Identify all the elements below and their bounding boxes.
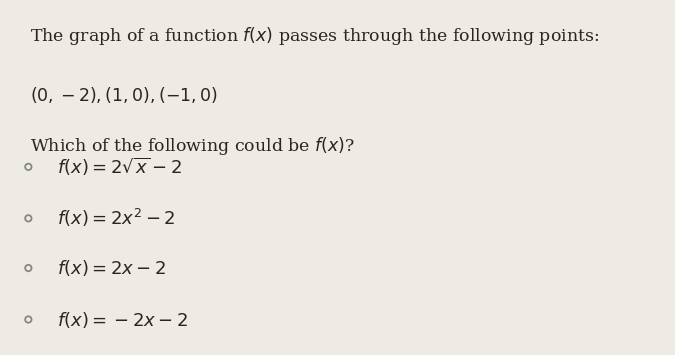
Text: $f(x) = 2x^2 - 2$: $f(x) = 2x^2 - 2$	[57, 207, 176, 229]
Text: $(0, -2), (1, 0), (-1, 0)$: $(0, -2), (1, 0), (-1, 0)$	[30, 85, 218, 105]
Text: Which of the following could be $f(x)$?: Which of the following could be $f(x)$?	[30, 135, 356, 157]
Text: $f(x) = 2\sqrt{x} - 2$: $f(x) = 2\sqrt{x} - 2$	[57, 156, 182, 178]
Text: $f(x) = -2x - 2$: $f(x) = -2x - 2$	[57, 310, 188, 329]
Text: $f(x) = 2x - 2$: $f(x) = 2x - 2$	[57, 258, 167, 278]
Text: The graph of a function $f(x)$ passes through the following points:: The graph of a function $f(x)$ passes th…	[30, 25, 599, 47]
